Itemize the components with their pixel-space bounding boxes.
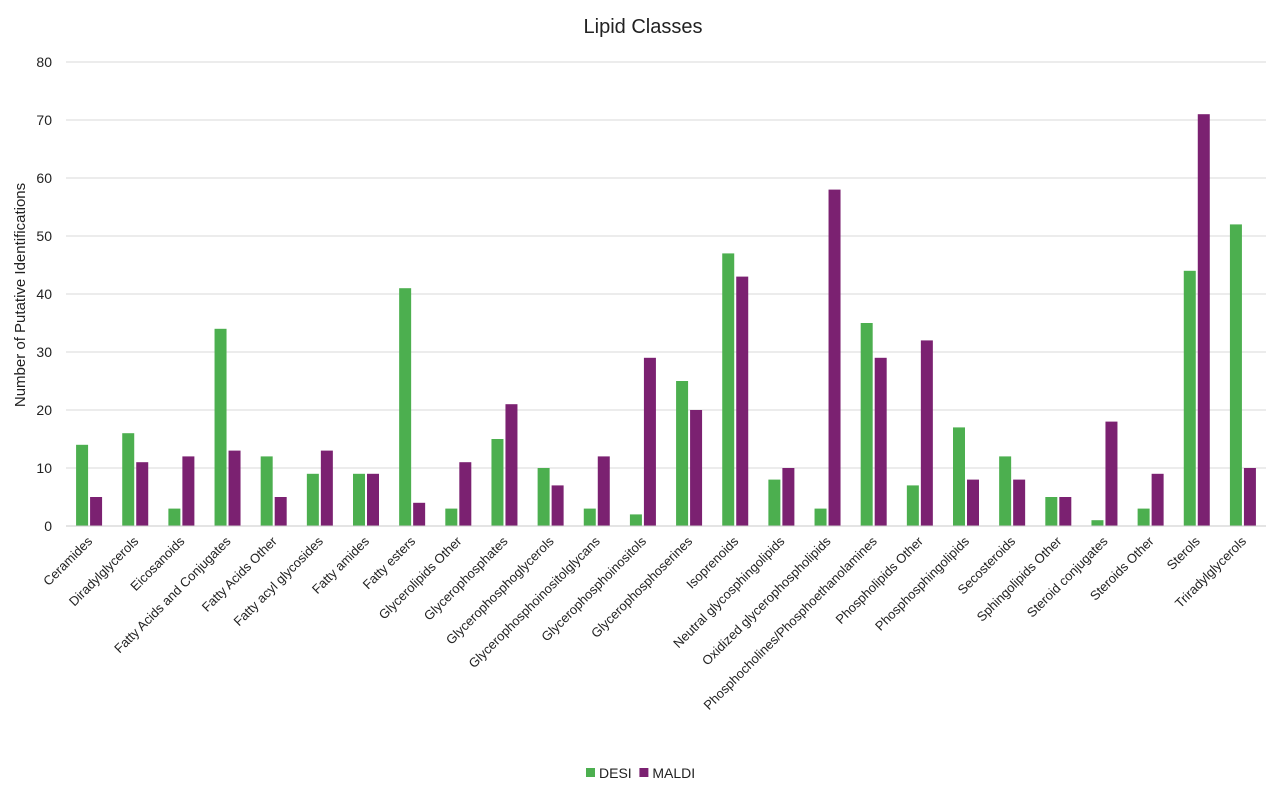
bar-desi (122, 433, 135, 526)
bar-maldi (182, 456, 195, 526)
bar-desi (814, 508, 827, 526)
bar-desi (676, 381, 689, 526)
bar-maldi (228, 450, 241, 526)
bar-desi (491, 439, 504, 526)
bar-maldi (90, 497, 103, 526)
bar-maldi (459, 462, 472, 526)
bar-maldi (690, 410, 703, 526)
gridlines (66, 61, 1266, 469)
bar-maldi (967, 479, 979, 526)
bar-maldi (643, 357, 656, 526)
legend-label-desi: DESI (599, 765, 632, 781)
bar-maldi (597, 456, 610, 526)
bar-desi (629, 514, 642, 526)
x-tick-label: Phosphocholines/Phosphoethanolamines (701, 533, 881, 713)
bar-desi (445, 508, 458, 526)
legend-swatch-maldi (639, 768, 649, 777)
chart-title: Lipid Classes (584, 16, 703, 38)
x-tick-label: Glycerophosphates (421, 533, 511, 623)
bars (76, 114, 1256, 526)
bar-maldi (1197, 114, 1210, 526)
bar-desi (306, 473, 319, 526)
x-tick-label: Sterols (1164, 533, 1204, 573)
bar-maldi (828, 189, 841, 526)
bar-desi (722, 253, 735, 526)
bar-maldi (505, 404, 518, 526)
bar-maldi (413, 502, 426, 526)
x-tick-label: Sphingolipids Other (974, 533, 1065, 624)
y-tick-label: 50 (36, 228, 52, 244)
bar-desi (399, 288, 412, 526)
bar-desi (168, 508, 181, 526)
y-tick-label: 70 (36, 112, 52, 128)
x-tick-label: Fatty acyl glycosides (231, 533, 327, 629)
bar-maldi (1243, 468, 1256, 526)
y-tick-label: 20 (36, 402, 52, 418)
y-axis-label: Number of Putative Identifications (12, 183, 29, 407)
y-tick-label: 60 (36, 170, 52, 186)
y-tick-label: 40 (36, 286, 52, 302)
bar-desi (1045, 497, 1058, 526)
y-tick-label: 30 (36, 344, 52, 360)
bar-maldi (782, 468, 795, 526)
bar-maldi (320, 450, 333, 526)
bar-maldi (874, 357, 887, 526)
y-tick-label: 80 (36, 54, 52, 70)
bar-desi (1137, 508, 1150, 526)
bar-desi (76, 444, 89, 526)
bar-maldi (1013, 479, 1026, 526)
y-tick-label: 0 (44, 518, 52, 534)
bar-maldi (1105, 421, 1118, 526)
bar-desi (214, 328, 227, 526)
y-axis-ticks: 0 10 20 30 40 50 60 70 80 (36, 54, 52, 534)
bar-maldi (1151, 473, 1164, 526)
x-tick-label: Phospholipids Other (833, 533, 927, 627)
bar-desi (353, 473, 365, 526)
bar-desi (583, 508, 596, 526)
bar-desi (260, 456, 273, 526)
bar-desi (906, 485, 919, 526)
bar-maldi (136, 462, 149, 526)
legend-swatch-desi (586, 768, 595, 777)
y-tick-label: 10 (36, 460, 52, 476)
bar-maldi (274, 497, 287, 526)
bar-desi (1091, 520, 1104, 526)
bar-desi (1183, 270, 1196, 526)
bar-desi (537, 468, 550, 526)
bar-desi (860, 323, 873, 526)
bar-desi (1229, 224, 1242, 526)
bar-desi (953, 427, 965, 526)
legend: DESI MALDI (586, 765, 695, 781)
bar-maldi (920, 340, 933, 526)
bar-maldi (367, 473, 379, 526)
bar-maldi (736, 276, 749, 526)
bar-desi (999, 456, 1012, 526)
bar-maldi (551, 485, 564, 526)
legend-label-maldi: MALDI (652, 765, 695, 781)
x-tick-label: Steroid conjugates (1024, 533, 1111, 620)
x-tick-label: Glycerolipids Other (376, 533, 465, 622)
x-axis-ticks: CeramidesDiradylglycerolsEicosanoidsFatt… (40, 533, 1249, 713)
bar-maldi (1059, 497, 1072, 526)
bar-desi (768, 479, 781, 526)
